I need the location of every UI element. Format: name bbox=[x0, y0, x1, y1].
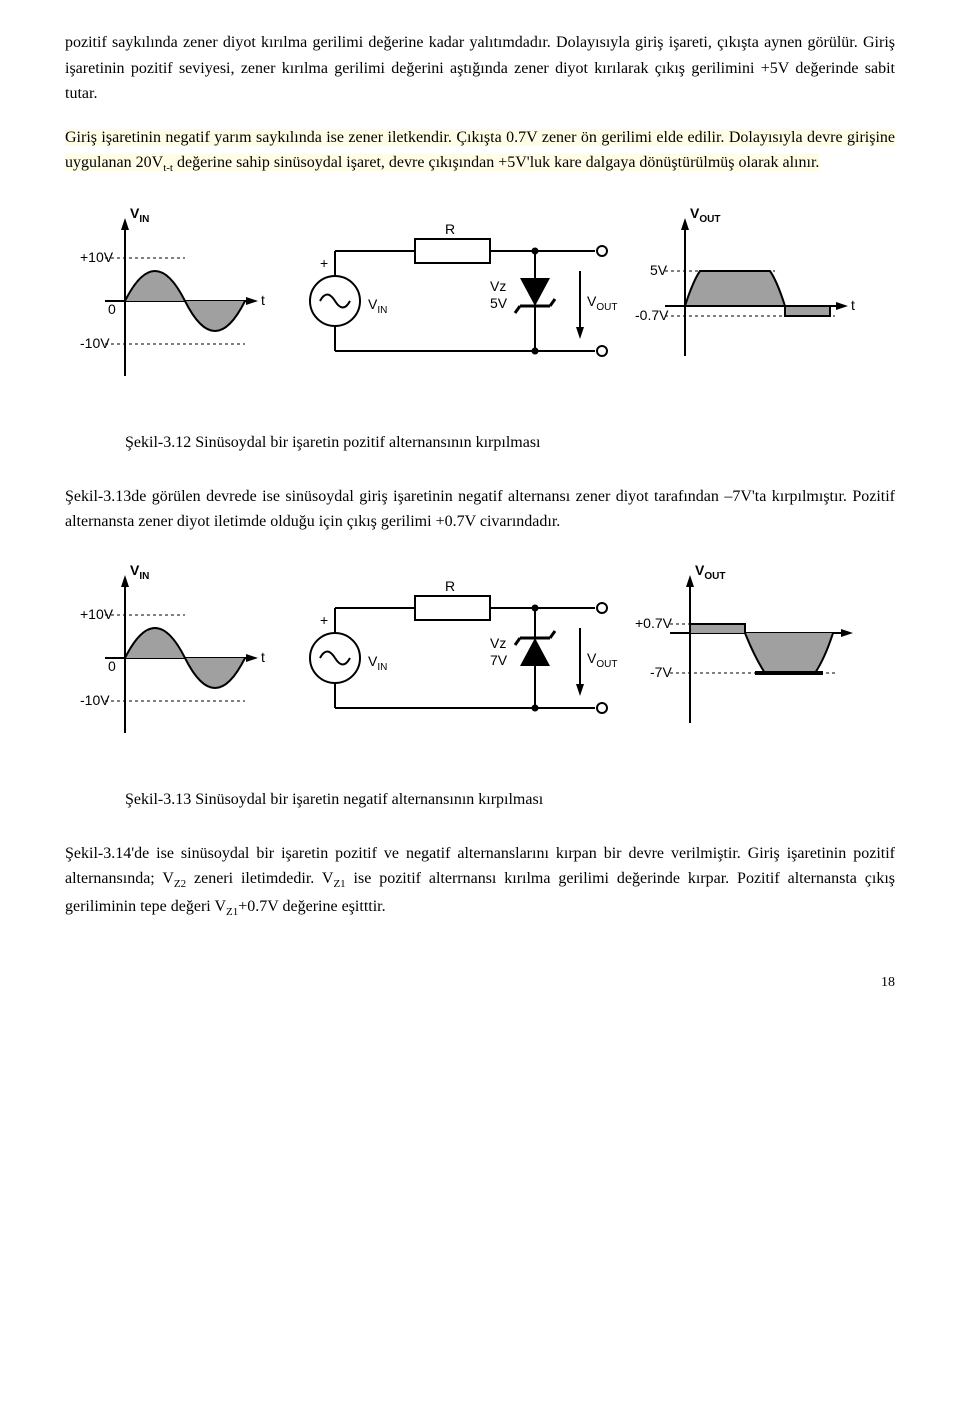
svg-text:5V: 5V bbox=[650, 262, 668, 278]
svg-text:-10V: -10V bbox=[80, 692, 110, 708]
svg-text:+10V: +10V bbox=[80, 606, 114, 622]
svg-text:VIN: VIN bbox=[130, 562, 149, 582]
svg-text:7V: 7V bbox=[490, 652, 508, 668]
svg-text:Vz: Vz bbox=[490, 635, 506, 651]
svg-text:VIN: VIN bbox=[368, 653, 387, 673]
circuit-schematic: + VIN R Vz 7V VOUT bbox=[310, 578, 617, 713]
svg-text:+10V: +10V bbox=[80, 249, 114, 265]
svg-text:t: t bbox=[261, 649, 265, 665]
circuit-schematic: + VIN R Vz 5V VOUT bbox=[310, 221, 617, 356]
svg-text:0: 0 bbox=[108, 301, 116, 317]
svg-text:5V: 5V bbox=[490, 295, 508, 311]
svg-text:-10V: -10V bbox=[80, 335, 110, 351]
para-2: Giriş işaretinin negatif yarım saykılınd… bbox=[65, 125, 895, 178]
figure-3-12: VIN +10V -10V 0 t + VIN R Vz 5V bbox=[65, 196, 895, 416]
input-waveform: VIN +10V -10V 0 t bbox=[80, 205, 265, 376]
svg-text:VOUT: VOUT bbox=[587, 650, 617, 670]
circuit-diagram-2: VIN +10V -10V 0 t + VIN R Vz 7V VOUT bbox=[75, 553, 855, 773]
svg-text:-7V: -7V bbox=[650, 664, 672, 680]
page-number: 18 bbox=[65, 972, 895, 994]
input-waveform: VIN +10V -10V 0 t bbox=[80, 562, 265, 733]
svg-text:VIN: VIN bbox=[368, 296, 387, 316]
caption-3-13: Şekil-3.13 Sinüsoydal bir işaretin negat… bbox=[125, 787, 895, 813]
circuit-diagram-1: VIN +10V -10V 0 t + VIN R Vz 5V bbox=[75, 196, 855, 416]
svg-text:R: R bbox=[445, 221, 455, 237]
para-4: Şekil-3.14'de ise sinüsoydal bir işareti… bbox=[65, 841, 895, 922]
svg-text:+: + bbox=[320, 255, 328, 271]
svg-text:VOUT: VOUT bbox=[690, 205, 720, 225]
caption-3-12: Şekil-3.12 Sinüsoydal bir işaretin pozit… bbox=[125, 430, 895, 456]
svg-text:t: t bbox=[261, 292, 265, 308]
svg-text:VIN: VIN bbox=[130, 205, 149, 225]
para-1: pozitif saykılında zener diyot kırılma g… bbox=[65, 30, 895, 107]
svg-text:+: + bbox=[320, 612, 328, 628]
svg-text:VOUT: VOUT bbox=[587, 293, 617, 313]
svg-text:VOUT: VOUT bbox=[695, 562, 725, 582]
svg-text:t: t bbox=[851, 297, 855, 313]
para-3: Şekil-3.13de görülen devrede ise sinüsoy… bbox=[65, 484, 895, 535]
svg-text:+0.7V: +0.7V bbox=[635, 615, 673, 631]
svg-text:R: R bbox=[445, 578, 455, 594]
svg-text:-0.7V: -0.7V bbox=[635, 307, 669, 323]
output-waveform: VOUT 5V -0.7V t bbox=[635, 205, 855, 356]
svg-text:Vz: Vz bbox=[490, 278, 506, 294]
svg-text:0: 0 bbox=[108, 658, 116, 674]
figure-3-13: VIN +10V -10V 0 t + VIN R Vz 7V VOUT bbox=[65, 553, 895, 773]
output-waveform: VOUT +0.7V -7V t bbox=[635, 562, 855, 723]
